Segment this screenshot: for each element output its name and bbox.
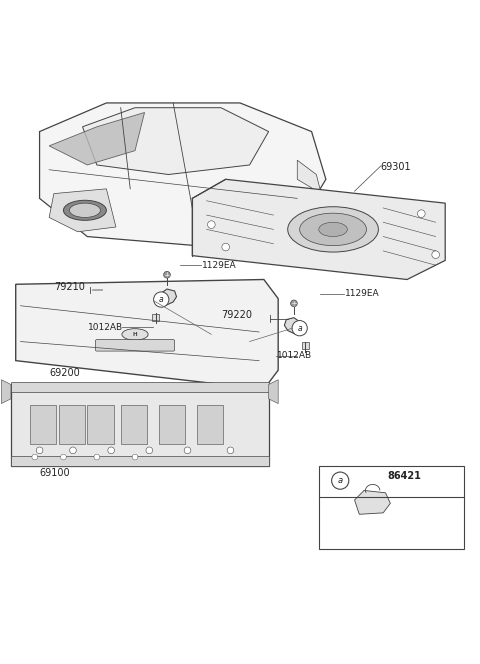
Text: 69100: 69100 [39, 467, 70, 478]
Circle shape [94, 454, 100, 460]
Circle shape [146, 447, 153, 454]
Bar [11, 456, 269, 465]
Text: a: a [159, 295, 164, 304]
Bar [301, 343, 309, 349]
Ellipse shape [319, 222, 348, 236]
Text: 1129EA: 1129EA [202, 261, 237, 270]
Bar [30, 405, 56, 444]
Bar [152, 314, 159, 321]
Polygon shape [39, 103, 326, 246]
Text: 1012AB: 1012AB [277, 351, 312, 361]
Text: a: a [297, 323, 302, 333]
Bar [87, 405, 114, 444]
Circle shape [227, 447, 234, 454]
Circle shape [207, 221, 215, 228]
Bar [159, 405, 185, 444]
Circle shape [290, 300, 297, 307]
Ellipse shape [70, 203, 100, 218]
Text: H: H [132, 332, 137, 337]
FancyBboxPatch shape [96, 339, 175, 351]
Text: 69301: 69301 [381, 163, 411, 173]
Text: 79210: 79210 [54, 282, 85, 291]
Ellipse shape [271, 208, 319, 231]
Bar [319, 465, 464, 549]
Polygon shape [269, 380, 278, 404]
Bar [11, 382, 269, 392]
Polygon shape [284, 317, 302, 334]
Text: 79220: 79220 [221, 310, 252, 320]
Ellipse shape [288, 207, 378, 252]
Circle shape [292, 321, 307, 336]
Text: 1012AB: 1012AB [88, 323, 123, 332]
Circle shape [32, 454, 37, 460]
Polygon shape [16, 280, 278, 389]
Text: 69200: 69200 [49, 368, 80, 378]
Circle shape [132, 454, 138, 460]
Ellipse shape [122, 329, 148, 340]
Ellipse shape [278, 212, 312, 228]
Bar [197, 405, 223, 444]
Ellipse shape [300, 213, 366, 246]
Bar [59, 405, 85, 444]
Circle shape [418, 210, 425, 218]
Polygon shape [297, 160, 321, 194]
Polygon shape [49, 112, 144, 165]
Circle shape [164, 272, 170, 278]
Circle shape [154, 292, 169, 307]
Polygon shape [1, 380, 11, 404]
Circle shape [432, 251, 440, 258]
Circle shape [332, 472, 349, 489]
Circle shape [60, 454, 66, 460]
Circle shape [36, 447, 43, 454]
Circle shape [70, 447, 76, 454]
Polygon shape [83, 108, 269, 175]
Circle shape [222, 243, 229, 251]
Polygon shape [274, 199, 326, 227]
Polygon shape [11, 384, 269, 465]
Text: 1129EA: 1129EA [345, 290, 380, 298]
Ellipse shape [63, 201, 107, 220]
Circle shape [184, 447, 191, 454]
Text: 86421: 86421 [388, 471, 421, 481]
Circle shape [108, 447, 115, 454]
Bar [120, 405, 147, 444]
Polygon shape [355, 491, 390, 515]
Polygon shape [192, 179, 445, 280]
Text: a: a [337, 476, 343, 485]
Polygon shape [49, 189, 116, 232]
Polygon shape [159, 289, 177, 305]
